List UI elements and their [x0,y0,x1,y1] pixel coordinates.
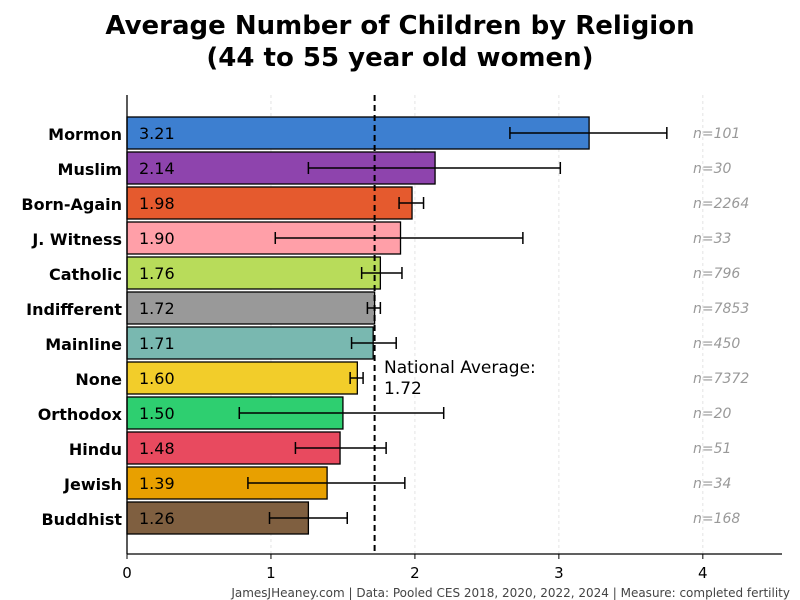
value-label: 1.50 [139,404,175,423]
x-tick-label: 2 [410,564,420,582]
sample-size-label: n=34 [693,476,731,492]
value-label: 1.76 [139,264,175,283]
x-tick-label: 4 [698,564,708,582]
value-label: 1.90 [139,229,175,248]
category-label: Hindu [69,440,122,459]
bar-born-again [126,186,413,220]
category-label: None [75,370,122,389]
sample-size-label: n=168 [693,511,740,527]
sample-size-label: n=20 [693,406,732,422]
category-label: J. Witness [31,230,122,249]
sample-size-label: n=51 [693,441,731,457]
sample-size-label: n=450 [693,336,740,352]
chart-subtitle: (44 to 55 year old women) [206,43,593,73]
value-label: 3.21 [139,124,175,143]
value-label: 2.14 [139,159,175,178]
value-label: 1.98 [139,194,175,213]
value-label: 1.71 [139,334,175,353]
value-label: 1.39 [139,474,175,493]
category-label: Orthodox [38,405,123,424]
national-average-label: National Average: [384,358,536,378]
chart-title: Average Number of Children by Religion [105,11,694,41]
bar-mainline [126,326,374,360]
footer-text: JamesJHeaney.com | Data: Pooled CES 2018… [230,586,790,600]
value-label: 1.48 [139,439,175,458]
category-label: Buddhist [41,510,122,529]
sample-size-label: n=2264 [693,196,749,212]
category-label: Born-Again [21,195,122,214]
category-label: Mainline [45,335,122,354]
value-label: 1.26 [139,509,175,528]
category-label: Mormon [48,125,122,144]
sample-size-label: n=7372 [693,371,749,387]
category-label: Indifferent [26,300,122,319]
value-label: 1.72 [139,299,175,318]
category-label: Muslim [58,160,122,179]
x-tick-label: 0 [122,564,132,582]
value-label: 1.60 [139,369,175,388]
sample-size-label: n=796 [693,266,740,282]
bar-catholic [126,256,382,290]
national-average-value: 1.72 [384,379,422,399]
category-label: Jewish [63,475,122,494]
sample-size-label: n=33 [693,231,731,247]
sample-size-label: n=7853 [693,301,749,317]
category-label: Catholic [49,265,122,284]
x-tick-label: 1 [266,564,276,582]
sample-size-label: n=101 [693,126,740,142]
sample-size-label: n=30 [693,161,732,177]
x-tick-label: 3 [554,564,564,582]
